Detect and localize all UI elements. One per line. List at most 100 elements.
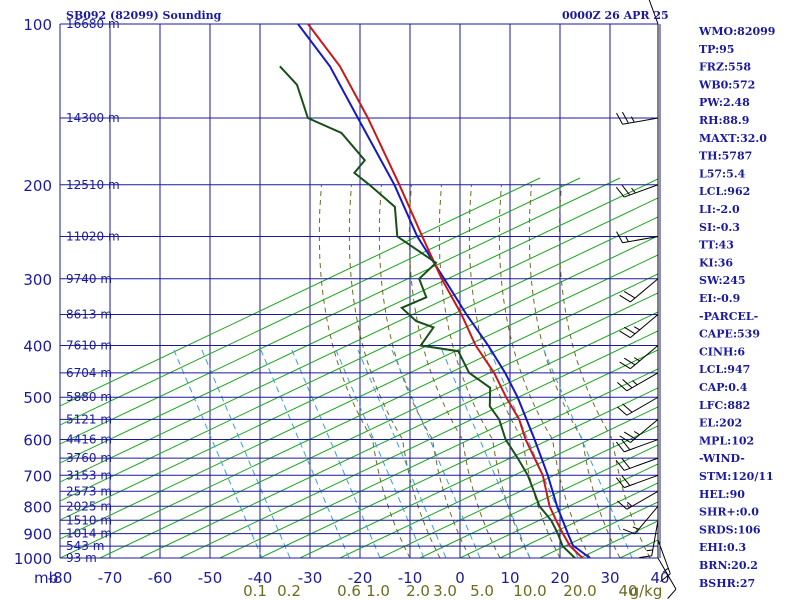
dry-adiabats: [60, 177, 658, 558]
mixing-ratio-line: [487, 345, 579, 558]
mixing-ratio-line: [289, 345, 381, 558]
temperature-tick-label: 40: [650, 569, 669, 587]
index-item: L57:5.4: [699, 167, 746, 180]
height-label: 14300 m: [66, 111, 120, 125]
index-item: MPL:102: [699, 434, 754, 447]
pressure-tick-label: 300: [23, 271, 52, 289]
mixing-ratio-label: 0.6: [337, 582, 361, 600]
mixing-ratio-line: [541, 345, 633, 558]
index-item: CAP:0.4: [699, 381, 748, 394]
dry-adiabat-line: [60, 273, 658, 558]
index-item: CINH:6: [699, 345, 745, 358]
dry-adiabat-line: [60, 178, 658, 464]
index-item: TP:95: [699, 43, 734, 56]
mixing-ratio-label: g/kg: [630, 582, 663, 600]
pressure-tick-label: 800: [23, 498, 52, 516]
mixing-ratio-label: 5.0: [470, 582, 494, 600]
moist-adiabat-line: [348, 184, 441, 558]
dry-adiabat-line: [259, 368, 658, 558]
wind-barb: [619, 314, 659, 339]
dry-adiabat-line: [60, 235, 658, 521]
height-label: 5121 m: [66, 412, 112, 426]
height-labels: 16680 m 14300 m 12510 m 11020 m 9740 m 8613 m…: [66, 17, 120, 565]
index-item: WB0:572: [698, 78, 755, 91]
index-item: LCL:962: [699, 185, 750, 198]
mixing-ratio-label: 2.0: [406, 582, 430, 600]
temperature-tick-label: -70: [98, 569, 123, 587]
pressure-tick-label: 1000: [14, 550, 52, 568]
sounding-profiles: [279, 24, 591, 558]
index-item: FRZ:558: [699, 61, 751, 74]
height-label: 543 m: [66, 539, 104, 553]
wind-barb: [615, 184, 659, 198]
dry-adiabat-line: [60, 177, 541, 407]
moist-adiabat-line: [438, 184, 531, 558]
parcel-trace-line: [297, 24, 591, 558]
pressure-tick-label: 900: [23, 526, 52, 544]
mixing-ratio-lines: [171, 345, 633, 558]
dry-adiabat-line: [379, 425, 658, 558]
wind-barb: [639, 520, 659, 559]
sounding-time: 0000Z 26 APR 25: [562, 9, 669, 22]
mixing-ratio-line: [355, 345, 447, 558]
index-item: SW:245: [699, 274, 746, 287]
index-item: SI:-0.3: [699, 221, 740, 234]
index-item: LCL:947: [699, 363, 750, 376]
height-label: 12510 m: [66, 178, 120, 192]
height-label: 93 m: [66, 551, 97, 565]
temperature-tick-label: 0: [455, 569, 465, 587]
height-label: 6704 m: [66, 366, 112, 380]
height-label: 9740 m: [66, 272, 112, 286]
index-item: PW:2.48: [699, 96, 750, 109]
pressure-tick-label: 500: [23, 389, 52, 407]
moist-adiabat-line: [558, 184, 651, 558]
index-item: HEL:90: [699, 488, 745, 501]
height-label: 7610 m: [66, 339, 112, 353]
height-label: 3760 m: [66, 451, 112, 465]
temperature-tick-labels: -80 -70 -60 -50 -40 -30 -20 -10 0 10 20 30 40: [48, 569, 670, 587]
wind-barbs: [615, 0, 677, 599]
mixing-ratio-line: [439, 345, 531, 558]
mixing-ratio-line: [258, 345, 350, 558]
temperature-tick-label: -60: [148, 569, 173, 587]
temperature-line: [307, 24, 584, 558]
wind-barb: [616, 111, 659, 125]
index-item: WMO:82099: [698, 25, 775, 38]
wind-barb: [648, 0, 659, 25]
index-item: MAXT:32.0: [699, 132, 767, 145]
index-item: KI:36: [699, 256, 733, 269]
wind-barb: [622, 505, 659, 535]
dry-adiabat-line: [60, 197, 658, 483]
wind-barb: [617, 372, 659, 392]
index-item: SHR+:0.0: [699, 506, 759, 519]
mixing-ratio-label: 10.0: [513, 582, 546, 600]
temperature-tick-label: -10: [398, 569, 423, 587]
temperature-tick-label: -50: [198, 569, 223, 587]
indices-panel: WMO:82099 TP:95 FRZ:558 WB0:572 PW:2.48 RH:88…: [698, 25, 775, 590]
moist-adiabat-line: [498, 184, 591, 558]
index-item: TH:5787: [699, 150, 752, 163]
index-item: LFC:882: [699, 399, 750, 412]
dry-adiabat-line: [299, 387, 658, 558]
wind-barb: [657, 557, 677, 599]
wind-barb: [619, 345, 659, 370]
mixing-ratio-label: 20.0: [563, 582, 596, 600]
index-item: -WIND-: [699, 452, 745, 465]
index-item: SRDS:106: [699, 523, 761, 536]
moist-adiabat-line: [468, 184, 561, 558]
temperature-tick-label: 10: [500, 569, 519, 587]
mixing-ratio-line: [199, 345, 291, 558]
mixing-ratio-label: 0.2: [277, 582, 301, 600]
height-label: 1510 m: [66, 513, 112, 527]
height-label: 8613 m: [66, 308, 112, 322]
pressure-tick-labels: 100 200 300 400 500 600 700 800 900 1000: [14, 16, 52, 568]
index-item: BSHR:27: [699, 577, 755, 590]
pressure-tick-label: 700: [23, 467, 52, 485]
dry-adiabat-line: [339, 406, 658, 558]
dry-adiabat-line: [60, 216, 658, 502]
height-label: 5880 m: [66, 390, 112, 404]
dry-adiabat-line: [60, 254, 658, 540]
index-item: -PARCEL-: [699, 310, 758, 323]
